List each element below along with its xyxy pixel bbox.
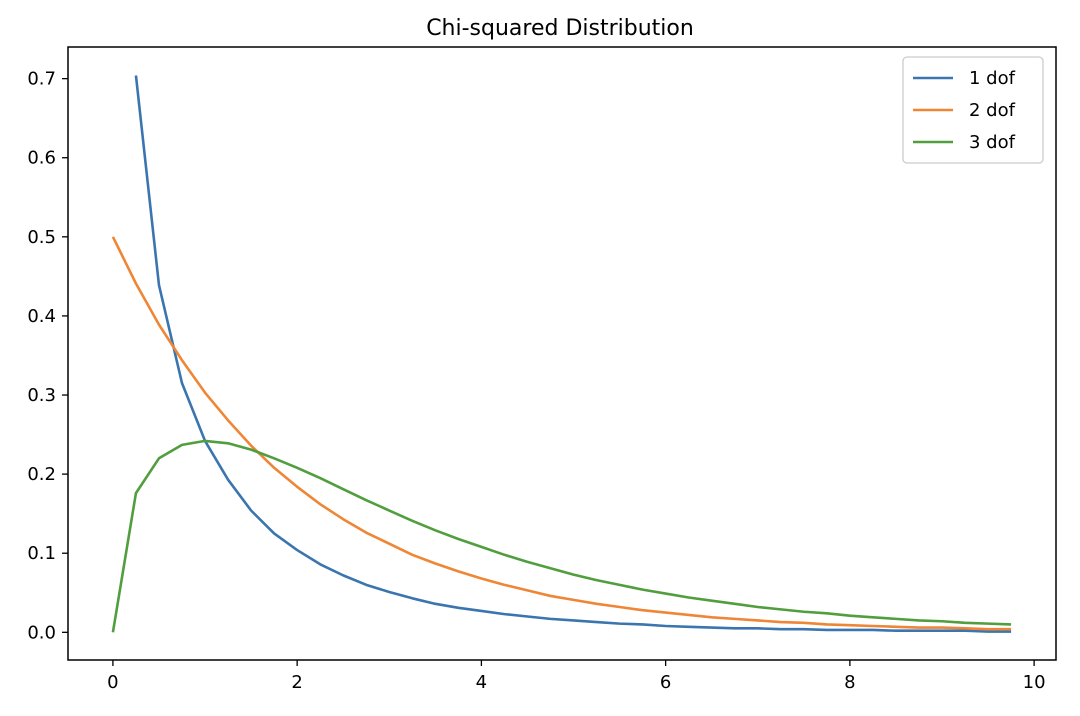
x-tick-label: 0: [107, 672, 118, 693]
series-line-1: [134, 75, 1012, 633]
y-tick-label: 0.4: [27, 306, 56, 327]
y-tick-label: 0.2: [27, 464, 56, 485]
x-tick-label: 8: [844, 672, 855, 693]
x-tick-label: 10: [1023, 672, 1046, 693]
y-tick-label: 0.0: [27, 622, 56, 643]
legend: 1 dof 2 dof 3 dof: [902, 56, 1044, 164]
chart-title: Chi-squared Distribution: [426, 16, 694, 41]
legend-label-3: 3 dof: [969, 132, 1016, 153]
series-line-3: [111, 439, 1012, 633]
plot-frame: [67, 46, 1057, 661]
legend-box: [902, 56, 1044, 164]
x-tick-label: 4: [476, 672, 487, 693]
x-tick-label: 6: [660, 672, 671, 693]
y-axis: 0.0 0.1 0.2 0.3 0.4 0.5 0.6 0.7: [27, 69, 68, 643]
y-tick-label: 0.3: [27, 385, 56, 406]
legend-label-2: 2 dof: [969, 100, 1016, 121]
y-tick-label: 0.6: [27, 148, 56, 169]
x-tick-label: 2: [291, 672, 302, 693]
y-tick-label: 0.5: [27, 227, 56, 248]
series-layer: [111, 75, 1012, 633]
y-tick-label: 0.7: [27, 69, 56, 90]
legend-label-1: 1 dof: [969, 68, 1016, 89]
x-axis: 0 2 4 6 8 10: [107, 660, 1046, 693]
series-line-2: [111, 236, 1012, 631]
y-tick-label: 0.1: [27, 543, 56, 564]
